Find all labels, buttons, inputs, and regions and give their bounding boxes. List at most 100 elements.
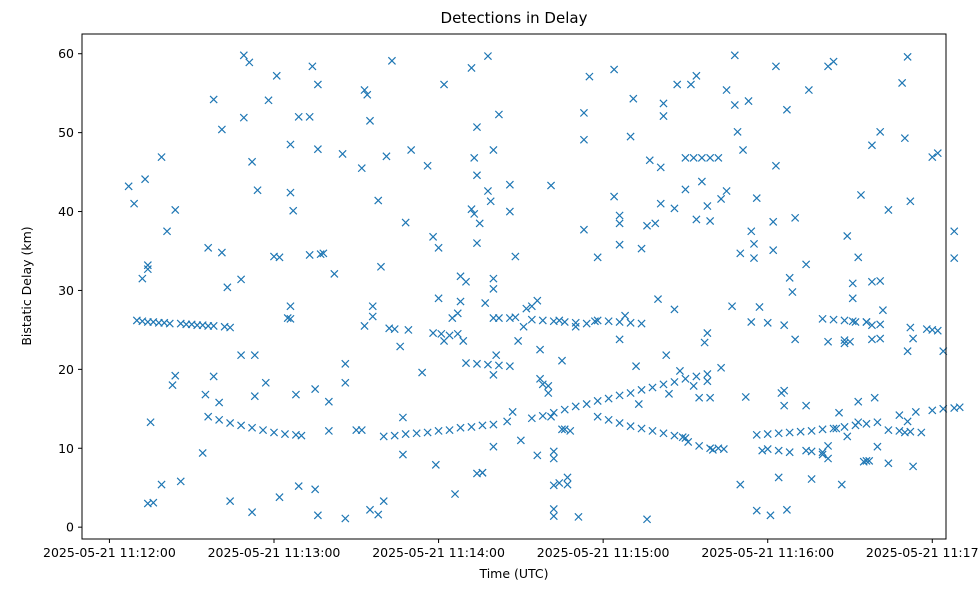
data-point-marker	[574, 512, 583, 521]
data-point-marker	[549, 408, 558, 417]
data-point-marker	[316, 250, 325, 259]
data-point-marker	[330, 269, 339, 278]
data-point-marker	[955, 403, 964, 412]
data-point-marker	[472, 239, 481, 248]
y-tick-label: 30	[58, 283, 74, 298]
data-point-marker	[294, 482, 303, 491]
data-point-marker	[467, 422, 476, 431]
data-point-marker	[585, 72, 594, 81]
data-point-marker	[461, 359, 471, 368]
data-point-marker	[536, 374, 545, 383]
data-point-marker	[807, 447, 816, 456]
data-point-marker	[854, 253, 863, 262]
data-point-marker	[547, 412, 556, 421]
data-point-marker	[593, 412, 602, 421]
data-point-marker	[248, 508, 257, 517]
data-point-marker	[824, 454, 833, 463]
data-point-marker	[637, 319, 646, 328]
data-point-marker	[829, 424, 838, 433]
data-point-marker	[656, 163, 665, 172]
data-point-marker	[774, 429, 783, 438]
data-point-marker	[311, 485, 320, 494]
y-axis-label: Bistatic Delay (km)	[19, 226, 34, 345]
data-point-marker	[286, 188, 295, 197]
data-point-marker	[752, 506, 761, 515]
data-point-marker	[933, 326, 942, 335]
data-point-marker	[774, 473, 783, 482]
data-point-marker	[632, 362, 641, 371]
data-point-marker	[749, 239, 759, 248]
data-point-marker	[489, 145, 498, 155]
data-point-marker	[478, 421, 487, 430]
data-point-marker	[862, 456, 871, 465]
data-point-marker	[261, 378, 270, 387]
data-point-marker	[670, 204, 679, 213]
data-point-marker	[582, 400, 591, 409]
data-point-marker	[928, 406, 937, 415]
data-point-marker	[653, 295, 663, 304]
data-point-marker	[873, 442, 882, 451]
data-point-marker	[547, 181, 556, 190]
data-point-marker	[374, 196, 383, 205]
data-point-marker	[884, 459, 893, 468]
data-point-marker	[396, 342, 405, 351]
data-point-marker	[527, 414, 536, 423]
data-point-marker	[579, 135, 588, 144]
data-point-marker	[549, 512, 558, 521]
data-point-marker	[722, 186, 731, 196]
data-point-marker	[555, 478, 564, 488]
plot-frame	[81, 33, 947, 540]
data-point-marker	[791, 335, 800, 344]
data-point-marker	[492, 351, 501, 360]
data-point-marker	[876, 276, 885, 286]
data-point-marker	[138, 274, 147, 283]
data-point-marker	[782, 505, 791, 514]
data-point-marker	[341, 514, 350, 523]
data-point-marker	[489, 274, 498, 283]
data-point-marker	[807, 426, 816, 435]
data-point-marker	[763, 445, 772, 454]
data-point-marker	[675, 366, 684, 375]
data-point-marker	[906, 323, 915, 332]
data-point-marker	[533, 296, 542, 305]
data-point-marker	[579, 225, 588, 234]
data-point-marker	[429, 232, 438, 241]
data-point-marker	[615, 335, 624, 344]
data-point-marker	[248, 157, 257, 166]
data-point-marker	[239, 51, 248, 60]
data-point-marker	[319, 249, 328, 258]
data-point-marker	[673, 80, 682, 89]
y-tick-label: 10	[58, 441, 74, 456]
chart-title: Detections in Delay	[441, 9, 588, 27]
data-point-marker	[143, 265, 152, 274]
data-point-marker	[226, 418, 235, 428]
data-point-marker	[141, 175, 150, 184]
data-point-marker	[379, 432, 388, 441]
data-point-marker	[456, 423, 465, 432]
data-point-marker	[876, 320, 885, 329]
data-point-marker	[634, 400, 643, 409]
data-point-marker	[549, 454, 558, 463]
data-point-marker	[862, 317, 871, 327]
data-point-marker	[217, 248, 226, 257]
data-point-marker	[681, 153, 690, 162]
data-point-marker	[412, 429, 421, 438]
data-point-marker	[835, 408, 844, 417]
data-point-marker	[848, 279, 857, 288]
data-point-marker	[223, 283, 232, 292]
data-point-marker	[563, 480, 572, 489]
data-point-marker	[566, 426, 575, 435]
data-point-marker	[560, 317, 569, 327]
data-point-marker	[629, 94, 638, 103]
data-point-marker	[700, 338, 709, 347]
data-point-marker	[837, 480, 846, 489]
data-point-marker	[467, 63, 476, 72]
data-point-marker	[780, 386, 789, 395]
data-point-marker	[763, 318, 772, 327]
data-point-marker	[489, 370, 498, 379]
data-point-marker	[297, 431, 306, 440]
data-point-marker	[749, 254, 759, 263]
data-point-marker	[434, 294, 443, 303]
data-point-marker	[659, 380, 668, 389]
